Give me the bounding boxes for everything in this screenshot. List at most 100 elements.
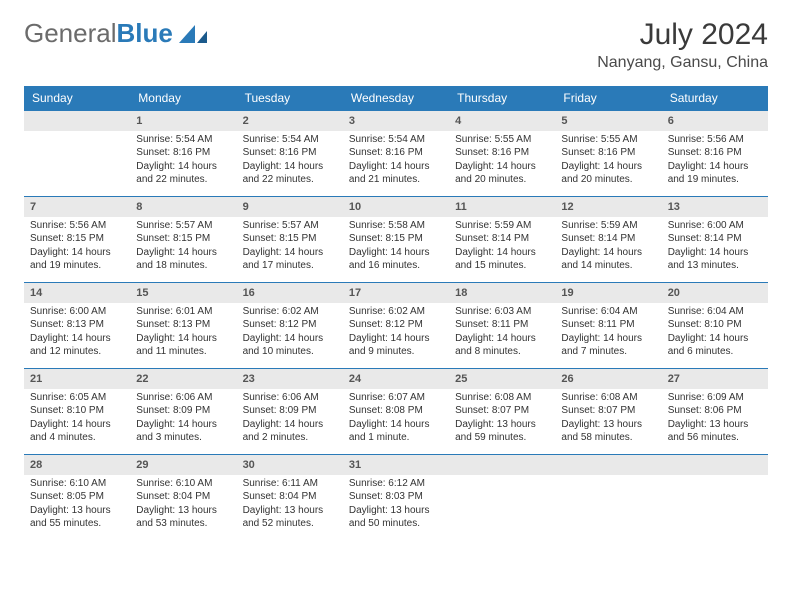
sunset-line: Sunset: 8:10 PM xyxy=(668,318,762,332)
calendar-day-cell xyxy=(662,454,768,540)
daylight-line: Daylight: 14 hours and 18 minutes. xyxy=(136,246,230,273)
day-details: Sunrise: 6:12 AMSunset: 8:03 PMDaylight:… xyxy=(343,475,449,535)
logo-sail-icon xyxy=(179,25,207,43)
day-number: 23 xyxy=(237,369,343,389)
day-number: 6 xyxy=(662,111,768,131)
sunset-line: Sunset: 8:08 PM xyxy=(349,404,443,418)
daylight-line: Daylight: 13 hours and 59 minutes. xyxy=(455,418,549,445)
daylight-line: Daylight: 13 hours and 55 minutes. xyxy=(30,504,124,531)
sunset-line: Sunset: 8:16 PM xyxy=(136,146,230,160)
day-details: Sunrise: 6:08 AMSunset: 8:07 PMDaylight:… xyxy=(449,389,555,449)
day-details: Sunrise: 6:11 AMSunset: 8:04 PMDaylight:… xyxy=(237,475,343,535)
calendar-day-cell: 9Sunrise: 5:57 AMSunset: 8:15 PMDaylight… xyxy=(237,196,343,282)
calendar-day-cell: 8Sunrise: 5:57 AMSunset: 8:15 PMDaylight… xyxy=(130,196,236,282)
sunrise-line: Sunrise: 6:10 AM xyxy=(136,477,230,491)
day-number: 22 xyxy=(130,369,236,389)
calendar-week-row: 14 Sunrise: 6:00 AMSunset: 8:13 PM Dayligh… xyxy=(24,282,768,368)
calendar-day-cell: 20Sunrise: 6:04 AMSunset: 8:10 PMDayligh… xyxy=(662,282,768,368)
sunrise-line: Sunrise: 6:03 AM xyxy=(455,305,549,319)
day-number: 15 xyxy=(130,283,236,303)
sunset-line: Sunset: 8:16 PM xyxy=(561,146,655,160)
calendar-day-cell: 3Sunrise: 5:54 AMSunset: 8:16 PMDaylight… xyxy=(343,110,449,196)
sunset-line: Sunset: 8:04 PM xyxy=(136,490,230,504)
day-details: Sunrise: 5:59 AMSunset: 8:14 PMDaylight:… xyxy=(555,217,661,277)
calendar-day-cell: 19Sunrise: 6:04 AMSunset: 8:11 PMDayligh… xyxy=(555,282,661,368)
calendar-day-cell: 7Sunrise: 5:56 AMSunset: 8:15 PMDaylight… xyxy=(24,196,130,282)
sunset-line: Sunset: 8:04 PM xyxy=(243,490,337,504)
day-details: Sunrise: 6:04 AMSunset: 8:10 PMDaylight:… xyxy=(662,303,768,363)
day-number: 25 xyxy=(449,369,555,389)
sunset-line: Sunset: 8:05 PM xyxy=(30,490,124,504)
day-details: Sunrise: 6:05 AMSunset: 8:10 PMDaylight:… xyxy=(24,389,130,449)
day-details: Sunrise: 6:08 AMSunset: 8:07 PMDaylight:… xyxy=(555,389,661,449)
sunset-line: Sunset: 8:15 PM xyxy=(30,232,124,246)
sunset-line: Sunset: 8:03 PM xyxy=(349,490,443,504)
day-number: 10 xyxy=(343,197,449,217)
day-number: 30 xyxy=(237,455,343,475)
day-number: 13 xyxy=(662,197,768,217)
daylight-line: Daylight: 14 hours and 19 minutes. xyxy=(30,246,124,273)
daylight-line: Daylight: 14 hours and 22 minutes. xyxy=(243,160,337,187)
daylight-line: Daylight: 14 hours and 14 minutes. xyxy=(561,246,655,273)
day-details: Sunrise: 5:54 AMSunset: 8:16 PMDaylight:… xyxy=(130,131,236,191)
calendar-day-cell: 29Sunrise: 6:10 AMSunset: 8:04 PMDayligh… xyxy=(130,454,236,540)
sunrise-line: Sunrise: 5:55 AM xyxy=(455,133,549,147)
sunset-line: Sunset: 8:13 PM xyxy=(30,318,124,332)
daylight-line: Daylight: 14 hours and 6 minutes. xyxy=(668,332,762,359)
sunset-line: Sunset: 8:06 PM xyxy=(668,404,762,418)
day-number: 24 xyxy=(343,369,449,389)
sunrise-line: Sunrise: 6:07 AM xyxy=(349,391,443,405)
weekday-header: Tuesday xyxy=(237,86,343,110)
day-number: 5 xyxy=(555,111,661,131)
day-details: Sunrise: 6:06 AMSunset: 8:09 PMDaylight:… xyxy=(130,389,236,449)
sunrise-line: Sunrise: 6:12 AM xyxy=(349,477,443,491)
daylight-line: Daylight: 14 hours and 22 minutes. xyxy=(136,160,230,187)
sunrise-line: Sunrise: 6:05 AM xyxy=(30,391,124,405)
weekday-header: Saturday xyxy=(662,86,768,110)
logo-text: GeneralBlue xyxy=(24,18,173,49)
calendar-thead: SundayMondayTuesdayWednesdayThursdayFrid… xyxy=(24,86,768,110)
calendar-week-row: 28Sunrise: 6:10 AMSunset: 8:05 PMDayligh… xyxy=(24,454,768,540)
sunrise-line: Sunrise: 6:00 AM xyxy=(30,305,124,319)
day-number: 19 xyxy=(555,283,661,303)
day-details: Sunrise: 6:01 AMSunset: 8:13 PMDaylight:… xyxy=(130,303,236,363)
sunrise-line: Sunrise: 5:56 AM xyxy=(30,219,124,233)
sunset-line: Sunset: 8:15 PM xyxy=(349,232,443,246)
weekday-header: Thursday xyxy=(449,86,555,110)
day-details: Sunrise: 5:59 AMSunset: 8:14 PMDaylight:… xyxy=(449,217,555,277)
weekday-header: Friday xyxy=(555,86,661,110)
daylight-line: Daylight: 14 hours and 4 minutes. xyxy=(30,418,124,445)
sunset-line: Sunset: 8:12 PM xyxy=(349,318,443,332)
sunrise-line: Sunrise: 6:06 AM xyxy=(136,391,230,405)
day-details: Sunrise: 6:04 AMSunset: 8:11 PMDaylight:… xyxy=(555,303,661,363)
calendar-day-cell: 25Sunrise: 6:08 AMSunset: 8:07 PMDayligh… xyxy=(449,368,555,454)
day-details: Sunrise: 5:57 AMSunset: 8:15 PMDaylight:… xyxy=(237,217,343,277)
calendar-day-cell: 11Sunrise: 5:59 AMSunset: 8:14 PMDayligh… xyxy=(449,196,555,282)
sunset-line: Sunset: 8:16 PM xyxy=(668,146,762,160)
day-number: 27 xyxy=(662,369,768,389)
calendar-day-cell: 24Sunrise: 6:07 AMSunset: 8:08 PMDayligh… xyxy=(343,368,449,454)
day-number: 14 xyxy=(24,283,130,303)
daylight-line: Daylight: 14 hours and 16 minutes. xyxy=(349,246,443,273)
day-details: Sunrise: 5:54 AMSunset: 8:16 PMDaylight:… xyxy=(237,131,343,191)
day-number: 8 xyxy=(130,197,236,217)
weekday-header-row: SundayMondayTuesdayWednesdayThursdayFrid… xyxy=(24,86,768,110)
sunset-line: Sunset: 8:07 PM xyxy=(455,404,549,418)
sunset-line: Sunset: 8:11 PM xyxy=(455,318,549,332)
daylight-line: Daylight: 14 hours and 10 minutes. xyxy=(243,332,337,359)
sunset-line: Sunset: 8:14 PM xyxy=(561,232,655,246)
page-header: GeneralBlue July 2024 Nanyang, Gansu, Ch… xyxy=(24,18,768,72)
day-number: 21 xyxy=(24,369,130,389)
sunrise-line: Sunrise: 5:59 AM xyxy=(455,219,549,233)
sunset-line: Sunset: 8:14 PM xyxy=(455,232,549,246)
calendar-day-cell: 17Sunrise: 6:02 AMSunset: 8:12 PMDayligh… xyxy=(343,282,449,368)
daylight-line: Daylight: 14 hours and 15 minutes. xyxy=(455,246,549,273)
sunrise-line: Sunrise: 6:00 AM xyxy=(668,219,762,233)
daylight-line: Daylight: 14 hours and 21 minutes. xyxy=(349,160,443,187)
day-details: Sunrise: 5:58 AMSunset: 8:15 PMDaylight:… xyxy=(343,217,449,277)
sunrise-line: Sunrise: 5:56 AM xyxy=(668,133,762,147)
daylight-line: Daylight: 14 hours and 2 minutes. xyxy=(243,418,337,445)
calendar-day-cell xyxy=(449,454,555,540)
sunset-line: Sunset: 8:10 PM xyxy=(30,404,124,418)
day-number: 3 xyxy=(343,111,449,131)
